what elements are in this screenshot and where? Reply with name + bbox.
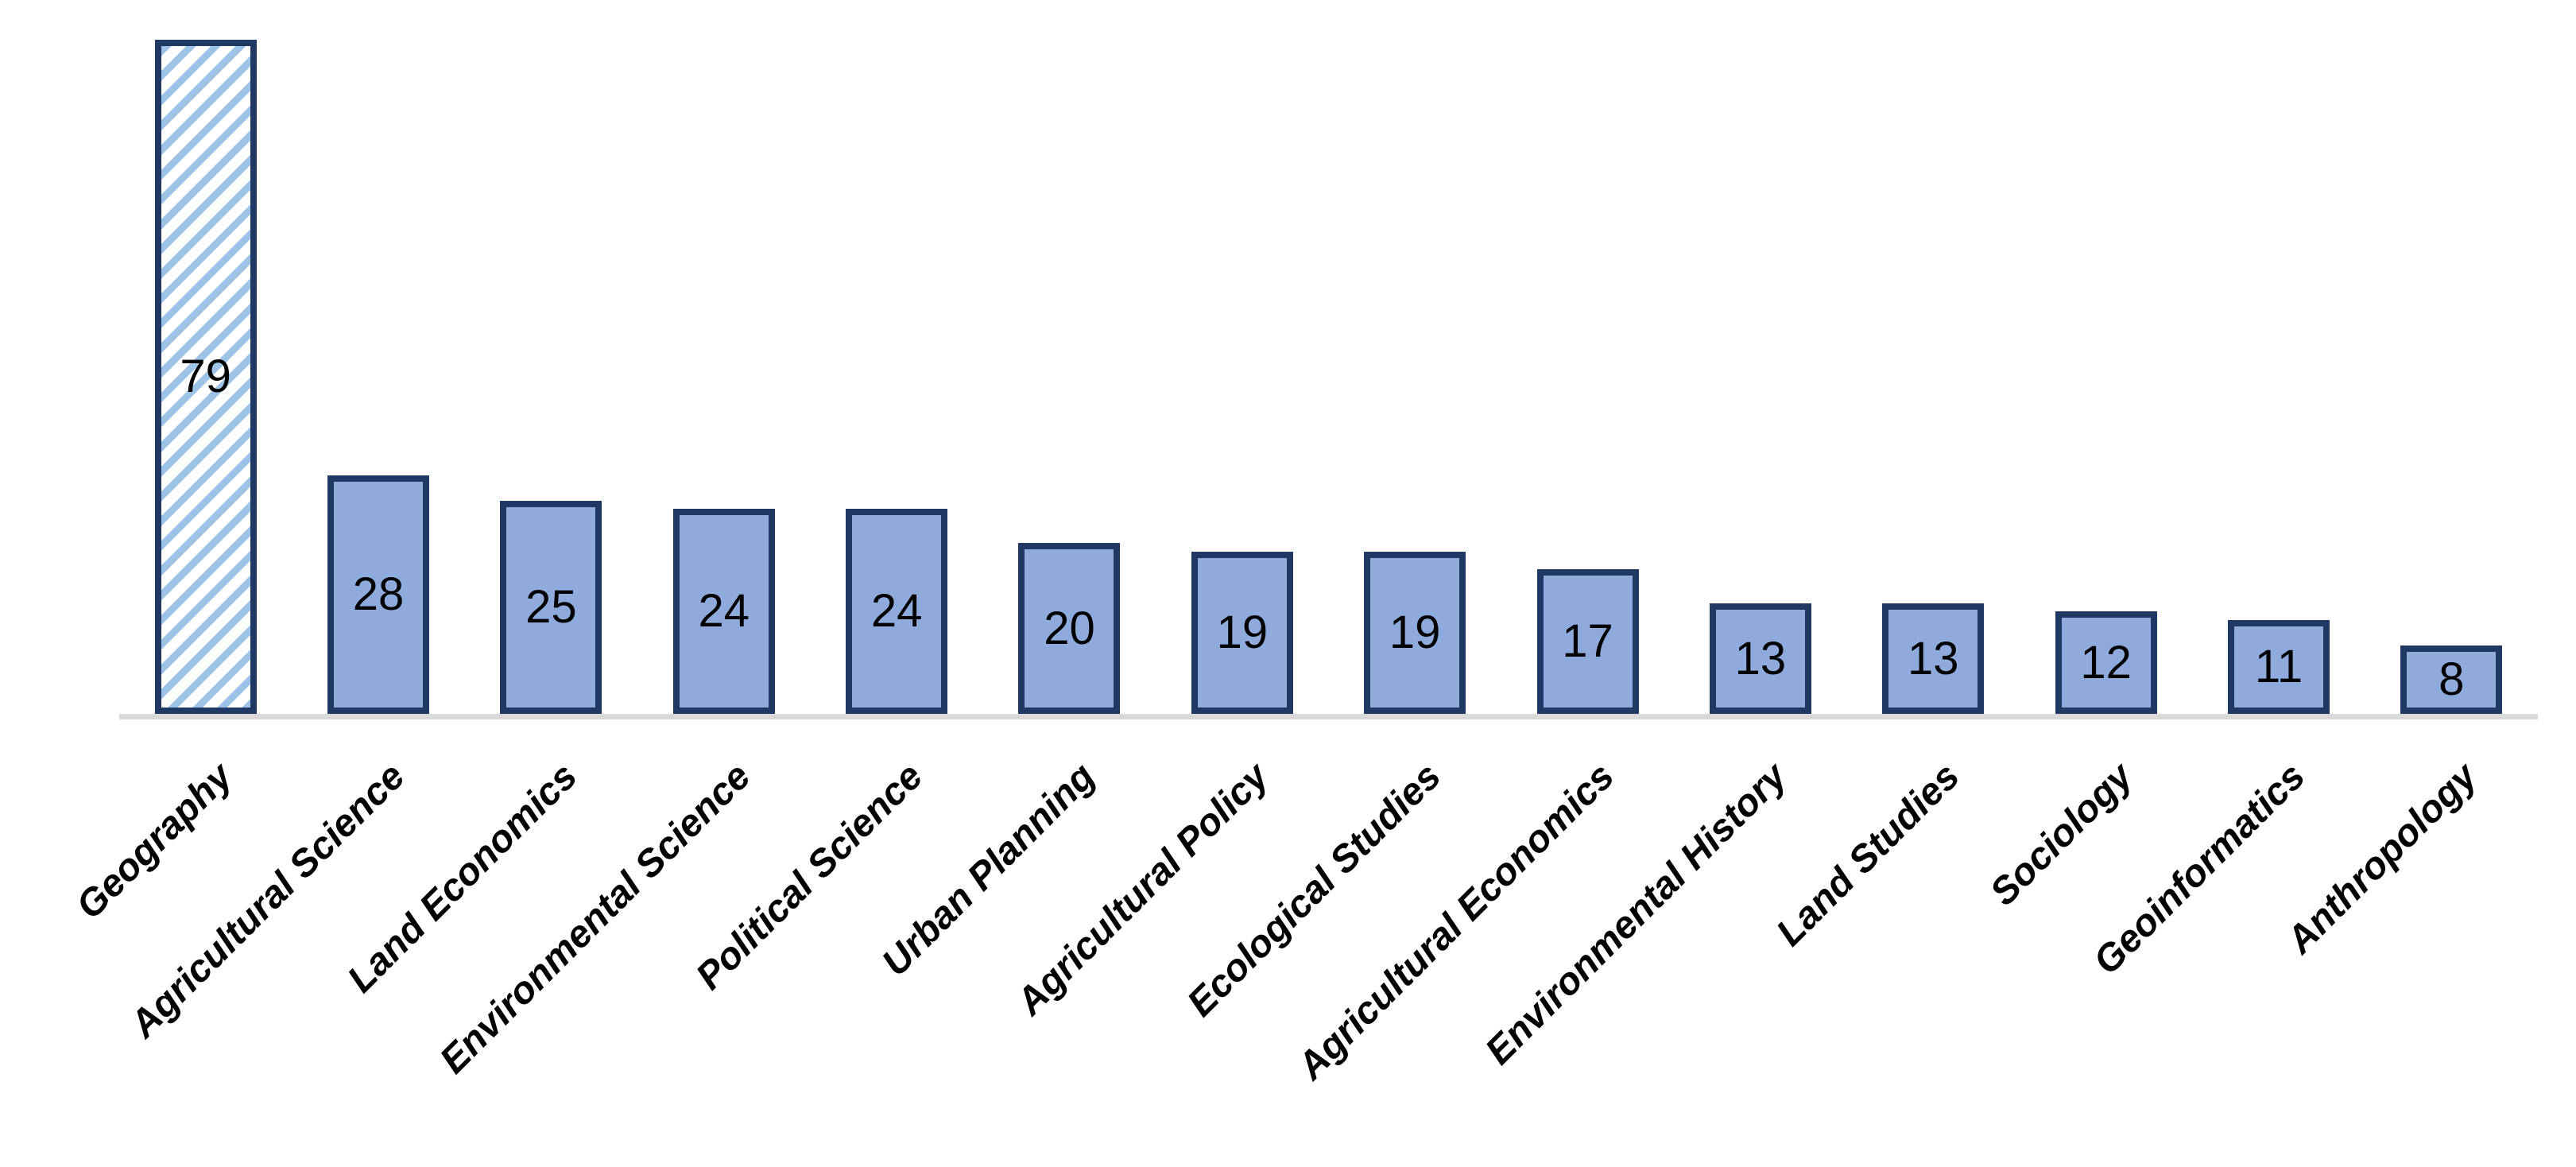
bar: 11	[2227, 620, 2330, 714]
bar-value-label: 12	[2080, 636, 2132, 688]
bar-slot: 28	[292, 0, 464, 714]
category-label: Agricultural Policy	[1008, 754, 1277, 1024]
bar-value-label: 13	[1908, 632, 1959, 684]
category-label: Geoinformatics	[2085, 754, 2314, 983]
bar-slot: 8	[2365, 0, 2538, 714]
bar-slot: 13	[1674, 0, 1846, 714]
category-label: Urban Planning	[874, 754, 1104, 985]
bar: 13	[1709, 603, 1811, 714]
bar-value-label: 17	[1562, 615, 1613, 667]
category-label: Agricultural Science	[122, 754, 413, 1046]
bar-slot: 11	[2192, 0, 2365, 714]
bar: 19	[1364, 552, 1466, 714]
bar-value-label: 8	[2438, 653, 2465, 705]
bar: 13	[1882, 603, 1985, 714]
category-label: Environmental History	[1477, 754, 1795, 1073]
bar: 20	[1018, 543, 1121, 714]
category-label: Environmental Science	[432, 754, 759, 1082]
category-label: Anthropology	[2279, 754, 2486, 962]
bar-slot: 79	[119, 0, 292, 714]
plot-area: 79 28 25 24 24 20 19 19 17 13 13 12 11 8	[119, 0, 2538, 714]
bar-slot: 12	[2020, 0, 2192, 714]
bar-value-label: 19	[1216, 607, 1269, 658]
bar: 24	[672, 509, 775, 714]
bar-slot: 17	[1501, 0, 1674, 714]
bar-value-label: 24	[870, 585, 923, 637]
category-label: Political Science	[688, 754, 932, 998]
bar-slot: 19	[1329, 0, 1501, 714]
category-label: Geography	[68, 754, 241, 928]
bar-value-label: 19	[1389, 607, 1441, 658]
category-label: Land Economics	[339, 754, 586, 1001]
bar-value-label: 79	[180, 351, 231, 402]
category-label: Sociology	[1981, 754, 2141, 914]
bar-value-label: 20	[1044, 602, 1095, 654]
bar-value-label: 24	[698, 585, 750, 637]
x-axis-line	[119, 714, 2538, 719]
category-label: Agricultural Economics	[1289, 754, 1623, 1088]
bar-value-label: 11	[2254, 641, 2303, 692]
bar-slot: 24	[637, 0, 810, 714]
bar: 24	[846, 509, 948, 714]
bar-slot: 24	[810, 0, 982, 714]
category-label: Ecological Studies	[1180, 754, 1450, 1025]
bar-slot: 19	[1156, 0, 1328, 714]
bar-value-label: 25	[525, 581, 577, 633]
bar: 28	[327, 475, 430, 714]
bar-value-label: 13	[1734, 632, 1787, 684]
bar-slot: 20	[983, 0, 1156, 714]
bar: 25	[500, 501, 602, 714]
category-label: Land Studies	[1768, 754, 1968, 955]
bar-value-label: 28	[352, 568, 405, 620]
bar: 8	[2400, 646, 2503, 714]
bar: 17	[1536, 569, 1639, 714]
bar-slot: 25	[465, 0, 637, 714]
bar-slot: 13	[1847, 0, 2020, 714]
bar: 19	[1191, 552, 1293, 714]
bar: 12	[2055, 611, 2157, 714]
bar-hatched: 79	[154, 40, 257, 714]
